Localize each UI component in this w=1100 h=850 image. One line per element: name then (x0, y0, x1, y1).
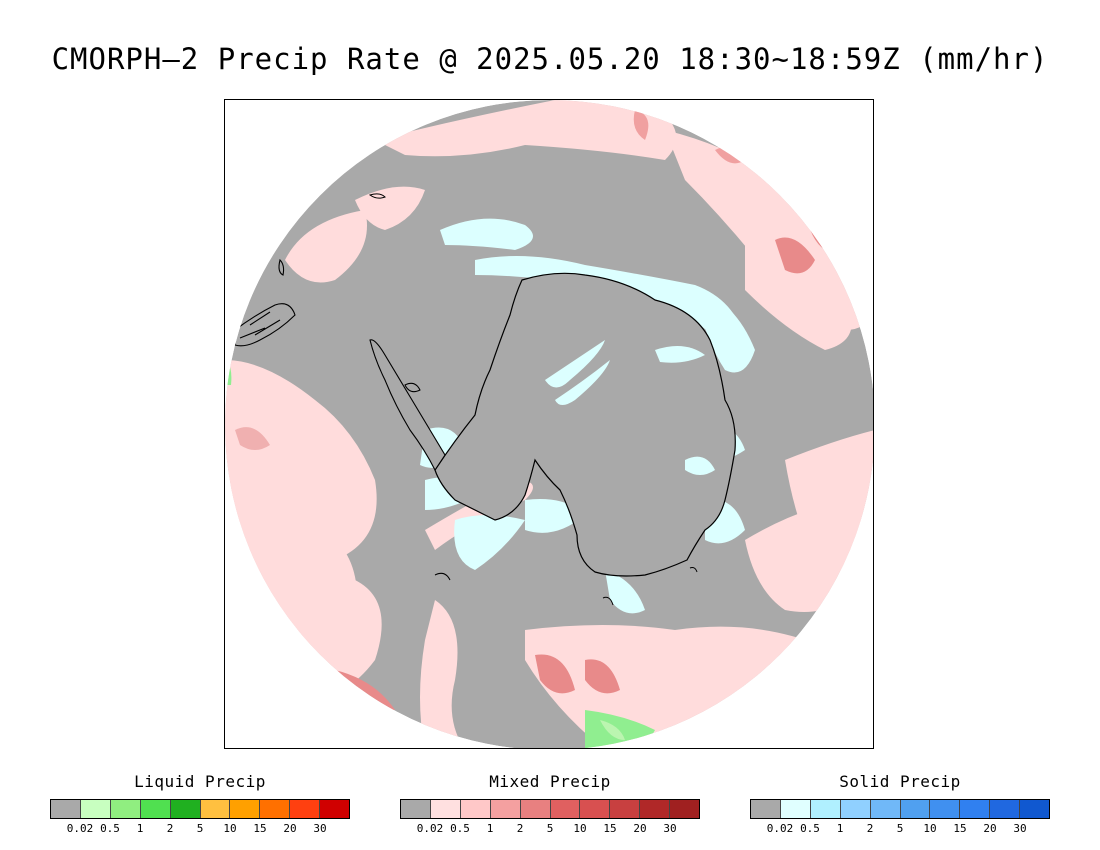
legend-swatch-solid-0 (751, 800, 781, 818)
legend-swatch-solid-7 (960, 800, 991, 818)
antarctic-peninsula (369, 339, 446, 472)
legend-tick-liquid-1: 0.5 (100, 822, 120, 835)
legend-swatch-mixed-8 (640, 800, 671, 818)
legend-tick-liquid-3: 2 (166, 822, 174, 835)
legend-tick-mixed-2: 1 (486, 822, 494, 835)
legend-tick-liquid-2: 1 (136, 822, 144, 835)
legend-swatch-solid-8 (990, 800, 1021, 818)
legend-tick-mixed-7: 20 (633, 822, 647, 835)
legend-tick-solid-0: 0.02 (766, 822, 794, 835)
legend-title: Solid Precip (839, 772, 961, 791)
legend-ticks: 0.02 0.5 1 2 5 10 15 20 30 (750, 822, 1050, 836)
map-title: CMORPH–2 Precip Rate @ 2025.05.20 18:30~… (51, 42, 1049, 76)
legend-tick-solid-7: 20 (983, 822, 997, 835)
legend-swatch-solid-5 (900, 800, 931, 818)
legend-swatch-liquid-4 (170, 800, 201, 818)
map-panel (224, 99, 874, 749)
legend-tick-mixed-1: 0.5 (450, 822, 470, 835)
legend-tick-liquid-7: 20 (283, 822, 297, 835)
legend-swatch-mixed-0 (401, 800, 431, 818)
legend-swatch-mixed-4 (520, 800, 551, 818)
legend-tick-solid-1: 0.5 (800, 822, 820, 835)
legend-swatch-liquid-7 (260, 800, 291, 818)
legend-swatch-liquid-3 (140, 800, 171, 818)
legend-swatch-liquid-1 (80, 800, 111, 818)
legend-swatch-mixed-9 (670, 800, 700, 818)
legend-swatch-liquid-5 (200, 800, 231, 818)
legend-swatch-mixed-5 (550, 800, 581, 818)
legend-swatch-mixed-3 (490, 800, 521, 818)
legend-swatch-mixed-2 (460, 800, 491, 818)
legend-tick-mixed-4: 5 (546, 822, 554, 835)
legend-tick-liquid-6: 15 (253, 822, 267, 835)
legend-swatch-mixed-1 (430, 800, 461, 818)
legend-tick-mixed-0: 0.02 (416, 822, 444, 835)
legend-title: Mixed Precip (489, 772, 611, 791)
legend-mixed: Mixed Precip 0.02 0.5 1 2 5 10 15 20 30 (400, 772, 700, 836)
legend-swatch-solid-2 (810, 800, 841, 818)
legend-swatch-mixed-7 (610, 800, 641, 818)
legend-tick-solid-8: 30 (1013, 822, 1027, 835)
legend-liquid: Liquid Precip 0.02 0.5 1 2 5 10 15 20 30 (50, 772, 350, 836)
mixed-precip-light-areas (225, 100, 873, 748)
legend-swatch-liquid-6 (230, 800, 261, 818)
legend-swatches (400, 799, 700, 819)
polar-map (225, 100, 873, 748)
legend-tick-mixed-5: 10 (573, 822, 587, 835)
legend-tick-liquid-0: 0.02 (66, 822, 94, 835)
legend-swatch-solid-9 (1020, 800, 1050, 818)
continent-snow-streaks (545, 340, 715, 475)
legend-tick-solid-5: 10 (923, 822, 937, 835)
legend-tick-solid-3: 2 (866, 822, 874, 835)
legend-tick-mixed-8: 30 (663, 822, 677, 835)
legend-swatches (50, 799, 350, 819)
south-america-coastline (234, 258, 296, 347)
legend-swatch-solid-4 (870, 800, 901, 818)
legend-swatches (750, 799, 1050, 819)
legend-swatch-liquid-0 (51, 800, 81, 818)
legend-swatch-solid-3 (840, 800, 871, 818)
legend-tick-mixed-6: 15 (603, 822, 617, 835)
legend-swatch-liquid-2 (110, 800, 141, 818)
legend-tick-mixed-3: 2 (516, 822, 524, 835)
legend-solid: Solid Precip 0.02 0.5 1 2 5 10 15 20 30 (750, 772, 1050, 836)
legend-swatch-liquid-9 (320, 800, 350, 818)
legend-title: Liquid Precip (134, 772, 266, 791)
legend-tick-liquid-4: 5 (196, 822, 204, 835)
legend-ticks: 0.02 0.5 1 2 5 10 15 20 30 (400, 822, 700, 836)
legend-ticks: 0.02 0.5 1 2 5 10 15 20 30 (50, 822, 350, 836)
legend-tick-solid-4: 5 (896, 822, 904, 835)
legend-tick-liquid-5: 10 (223, 822, 237, 835)
legend-swatch-solid-1 (780, 800, 811, 818)
legend-swatch-mixed-6 (580, 800, 611, 818)
legend-swatch-liquid-8 (290, 800, 321, 818)
islands (368, 193, 698, 606)
legend-tick-solid-2: 1 (836, 822, 844, 835)
legend-tick-liquid-8: 30 (313, 822, 327, 835)
legend-swatch-solid-6 (930, 800, 961, 818)
legend-tick-solid-6: 15 (953, 822, 967, 835)
